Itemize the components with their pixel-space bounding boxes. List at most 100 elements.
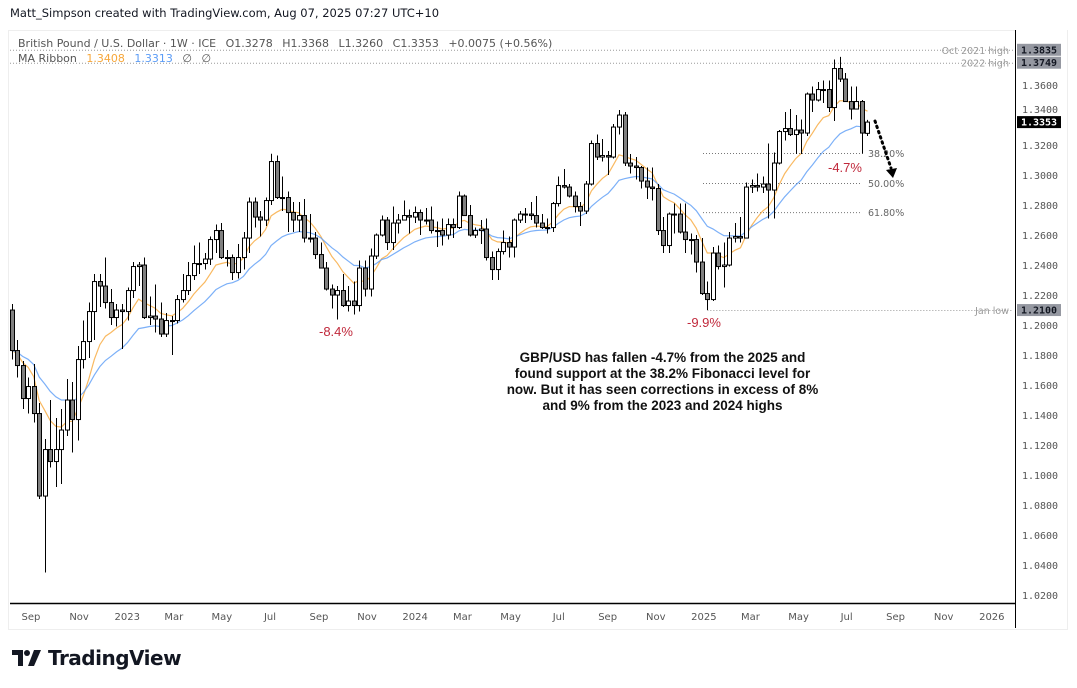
candle-body	[37, 413, 42, 497]
price-tick-label: 1.1000	[1022, 471, 1058, 482]
candle-body	[761, 183, 766, 188]
candle-body	[302, 215, 307, 239]
time-tick-label: Jul	[263, 612, 276, 623]
candle-body	[258, 216, 263, 221]
candle-body	[54, 449, 59, 463]
candle-body	[667, 213, 672, 247]
candle-body	[700, 261, 705, 295]
ohlc-change: +0.0075 (+0.56%)	[448, 37, 553, 50]
na-value-2: ∅	[201, 52, 212, 65]
candle-body	[341, 290, 346, 307]
time-tick-label: May	[788, 612, 809, 623]
symbol-name[interactable]: British Pound / U.S. Dollar · 1W · ICE	[18, 37, 217, 50]
indicator-name[interactable]: MA Ribbon	[18, 52, 77, 65]
candle-body	[496, 251, 501, 271]
candle-body	[479, 228, 484, 232]
candle-body	[468, 215, 473, 236]
time-tick-label: 2025	[691, 612, 716, 623]
drawdown-label-2024: -9.9%	[687, 315, 721, 330]
candle-body	[186, 275, 191, 292]
candle-body	[484, 228, 489, 259]
candle-body	[705, 293, 710, 301]
ohlc-close: C1.3353	[392, 37, 439, 50]
na-value-1: ∅	[182, 52, 192, 65]
tradingview-logo-text: TradingView	[48, 646, 182, 670]
price-tick-label: 1.1400	[1022, 411, 1058, 422]
candle-body	[645, 180, 650, 188]
fib-level-label: 50.00%	[868, 179, 904, 190]
candle-body	[843, 78, 848, 103]
candle-body	[683, 231, 688, 241]
level-price-badge: 1.3835	[1021, 45, 1057, 56]
level-label: 2022 high	[961, 59, 1009, 70]
candle-body	[600, 155, 605, 158]
tradingview-logo-icon	[12, 650, 41, 666]
candle-body	[573, 195, 578, 208]
candle-body	[639, 167, 644, 182]
level-price-badge: 1.2100	[1021, 306, 1057, 317]
candle-body	[98, 281, 103, 287]
price-tick-label: 1.3200	[1022, 141, 1058, 152]
drawdown-label-2023: -8.4%	[319, 324, 353, 339]
candle-body	[92, 281, 97, 313]
candle-body	[369, 255, 374, 290]
candle-body	[473, 230, 478, 236]
time-tick-label: Nov	[934, 612, 954, 623]
last-price-badge-bg	[1017, 116, 1061, 129]
level-price-badge: 1.3749	[1021, 58, 1057, 69]
candle-body	[523, 213, 528, 216]
candle-body	[131, 266, 136, 292]
time-tick-label: Mar	[453, 612, 473, 623]
candle-body	[214, 230, 219, 241]
arrow-head-icon	[886, 168, 897, 178]
candle-body	[529, 213, 534, 217]
time-tick-label: Sep	[598, 612, 617, 623]
time-tick-label: May	[212, 612, 233, 623]
candle-body	[264, 200, 269, 221]
candle-body	[512, 219, 517, 248]
candle-body	[70, 399, 75, 421]
indicator-legend: MA Ribbon 1.3408 1.3313 ∅ ∅	[18, 52, 217, 65]
price-tick-label: 1.0200	[1022, 591, 1058, 602]
chart-frame	[8, 30, 1068, 630]
candle-body	[59, 429, 64, 451]
candle-body	[716, 252, 721, 268]
candle-body	[81, 341, 86, 361]
candle-body	[308, 237, 313, 240]
candle-body	[236, 257, 241, 274]
candle-body	[402, 215, 407, 221]
candle-body	[275, 161, 280, 199]
candle-body	[76, 359, 81, 421]
candle-body	[181, 290, 186, 301]
time-tick-label: Jul	[552, 612, 565, 623]
candle-body	[363, 267, 368, 290]
price-tick-label: 1.1600	[1022, 381, 1058, 392]
candle-body	[153, 315, 158, 320]
candle-body	[43, 449, 48, 497]
ohlc-high: H1.3368	[282, 37, 330, 50]
candle-body	[567, 186, 572, 197]
candle-body	[766, 183, 771, 191]
price-tick-label: 1.1800	[1022, 351, 1058, 362]
candle-body	[838, 68, 843, 80]
candle-body	[551, 203, 556, 229]
time-tick-label: Nov	[646, 612, 666, 623]
candle-body	[197, 263, 202, 266]
candle-body	[407, 215, 412, 218]
candle-body	[595, 143, 600, 158]
candle-body	[451, 224, 456, 229]
price-tick-label: 1.0600	[1022, 531, 1058, 542]
candle-body	[103, 285, 108, 304]
price-tick-label: 1.1200	[1022, 441, 1058, 452]
price-tick-label: 1.0800	[1022, 501, 1058, 512]
candle-body	[810, 93, 815, 101]
level-label: Oct 2021 high	[942, 46, 1009, 57]
candle-body	[440, 230, 445, 236]
price-axis-bg	[1015, 30, 1067, 628]
tradingview-logo[interactable]: TradingView	[12, 646, 182, 670]
candle-body	[319, 254, 324, 269]
time-tick-label: Nov	[357, 612, 377, 623]
time-tick-label: Nov	[69, 612, 89, 623]
candle-body	[280, 197, 285, 200]
